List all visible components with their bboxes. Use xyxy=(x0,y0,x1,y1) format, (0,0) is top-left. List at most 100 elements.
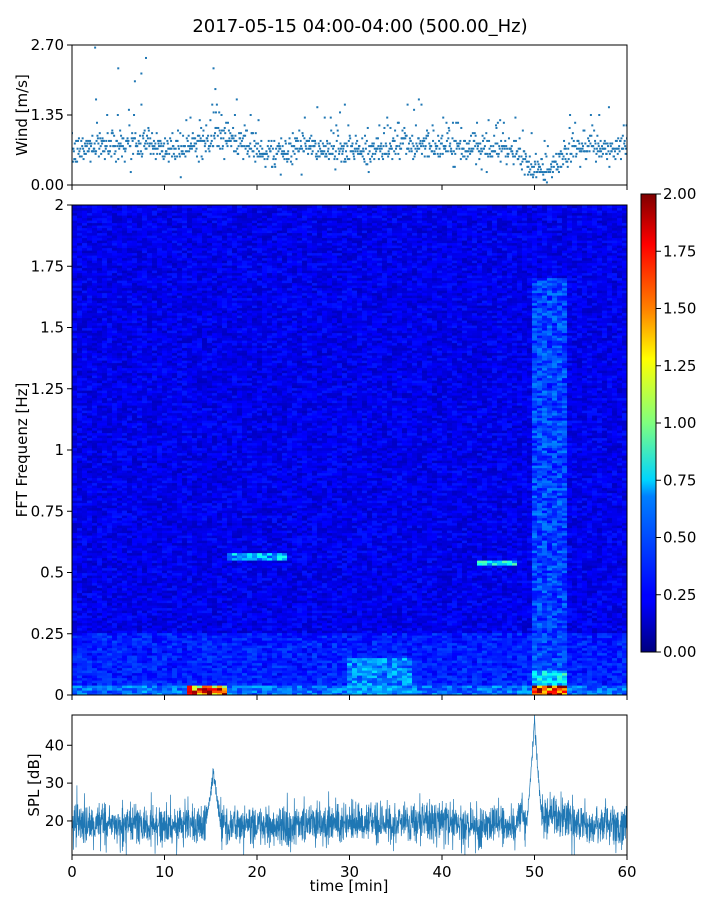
spectrogram-cell xyxy=(362,680,368,684)
spectrogram-cell xyxy=(277,667,283,671)
spectrogram-cell xyxy=(582,625,588,629)
spectrogram-cell xyxy=(402,652,408,656)
spectrogram-cell xyxy=(562,675,568,679)
spectrogram-cell xyxy=(257,617,263,621)
spectrogram-cell xyxy=(337,662,343,666)
wind-point xyxy=(549,168,552,171)
spectrogram-cell xyxy=(92,685,98,689)
spectrogram-cell xyxy=(382,667,388,671)
wind-point xyxy=(576,147,579,150)
spectrogram-cell xyxy=(92,660,98,664)
spectrogram-cell xyxy=(322,650,328,654)
spectrogram-cell xyxy=(287,670,293,674)
spectrogram-cell xyxy=(212,692,218,695)
spectrogram-cell xyxy=(612,690,618,694)
spectrogram-cell xyxy=(617,645,623,649)
spectrogram-cell xyxy=(72,682,78,686)
spectrogram-cell xyxy=(167,655,173,659)
spectrogram-cell xyxy=(432,620,438,624)
spectrogram-cell xyxy=(527,687,533,691)
spectrogram-cell xyxy=(162,615,168,619)
spectrogram-cell xyxy=(247,615,253,619)
spectrogram-cell xyxy=(362,657,368,661)
wind-point xyxy=(348,158,351,161)
spectrogram-cell xyxy=(182,692,188,695)
wind-point xyxy=(387,155,390,158)
spectrogram-cell xyxy=(377,657,383,661)
spectrogram-cell xyxy=(477,637,483,641)
spectrogram-cell xyxy=(452,632,458,636)
spectrogram-cell xyxy=(497,617,503,621)
spectrogram-cell xyxy=(617,682,623,686)
spectrogram-cell xyxy=(512,612,518,616)
spectrogram-cell xyxy=(342,625,348,629)
spectrogram-cell xyxy=(77,690,83,694)
spectrogram-cell xyxy=(157,642,163,646)
spectrogram-cell xyxy=(242,622,248,626)
spectrogram-cell xyxy=(262,632,268,636)
spectrogram-cell xyxy=(507,685,513,689)
spectrogram-cell xyxy=(507,637,513,641)
spectrogram-cell xyxy=(172,642,178,646)
wind-point xyxy=(369,158,372,161)
spectrogram-cell xyxy=(467,647,473,651)
spectrogram-cell xyxy=(112,642,118,646)
spectrogram-cell xyxy=(267,612,273,616)
wind-point xyxy=(619,139,622,142)
wind-point xyxy=(281,145,284,148)
spectrogram-cell xyxy=(312,612,318,616)
spectrogram-cell xyxy=(327,625,333,629)
spectrogram-cell xyxy=(117,650,123,654)
spectrogram-cell xyxy=(392,655,398,659)
spectrogram-cell xyxy=(172,647,178,651)
spectrogram-cell xyxy=(297,672,303,676)
spectrogram-cell xyxy=(162,692,168,695)
spectrogram-cell xyxy=(487,670,493,674)
spectrogram-cell xyxy=(417,682,423,686)
spectrogram-cell xyxy=(592,635,598,639)
spectrogram-cell xyxy=(217,677,223,681)
spectrogram-cell xyxy=(497,677,503,681)
spectrogram-cell xyxy=(332,667,338,671)
spectrogram-cell xyxy=(387,685,393,689)
spectrogram-cell xyxy=(512,677,518,681)
wind-point xyxy=(146,137,149,140)
spectrogram-cell xyxy=(547,610,553,614)
spectrogram-cell xyxy=(542,622,548,626)
spectrogram-cell xyxy=(617,612,623,616)
spectrogram-cell xyxy=(332,657,338,661)
wind-point xyxy=(441,134,444,137)
spectrogram-cell xyxy=(92,642,98,646)
spectrogram-cell xyxy=(392,635,398,639)
spectrogram-cell xyxy=(107,627,113,631)
spectrogram-cell xyxy=(502,610,508,614)
spectrogram-cell xyxy=(72,652,78,656)
spectrogram-cell xyxy=(432,682,438,686)
wind-point xyxy=(512,163,515,166)
spectrogram-cell xyxy=(92,687,98,691)
spectrogram-cell xyxy=(322,617,328,621)
spectrogram-cell xyxy=(137,622,143,626)
spectrogram-cell xyxy=(437,615,443,619)
spectrogram-cell xyxy=(452,620,458,624)
spectrogram-cell xyxy=(382,632,388,636)
spectrogram-cell xyxy=(132,612,138,616)
spectrogram-cell xyxy=(532,675,538,679)
spectrogram-cell xyxy=(507,672,513,676)
spectrogram-cell xyxy=(397,685,403,689)
spectrogram-cell xyxy=(502,685,508,689)
spectrogram-cell xyxy=(377,615,383,619)
spectrogram-cell xyxy=(77,662,83,666)
spectrogram-cell xyxy=(402,670,408,674)
spectrogram-cell xyxy=(92,692,98,695)
spectrogram-cell xyxy=(187,627,193,631)
spectrogram-cell xyxy=(487,622,493,626)
spectrogram-cell xyxy=(152,672,158,676)
spectrogram-cell xyxy=(157,677,163,681)
spectrogram-cell xyxy=(347,660,353,664)
spectrogram-cell xyxy=(82,632,88,636)
spectrogram-cell xyxy=(392,672,398,676)
spectrogram-cell xyxy=(317,627,323,631)
spectrogram-cell xyxy=(317,685,323,689)
wind-point xyxy=(238,132,241,135)
